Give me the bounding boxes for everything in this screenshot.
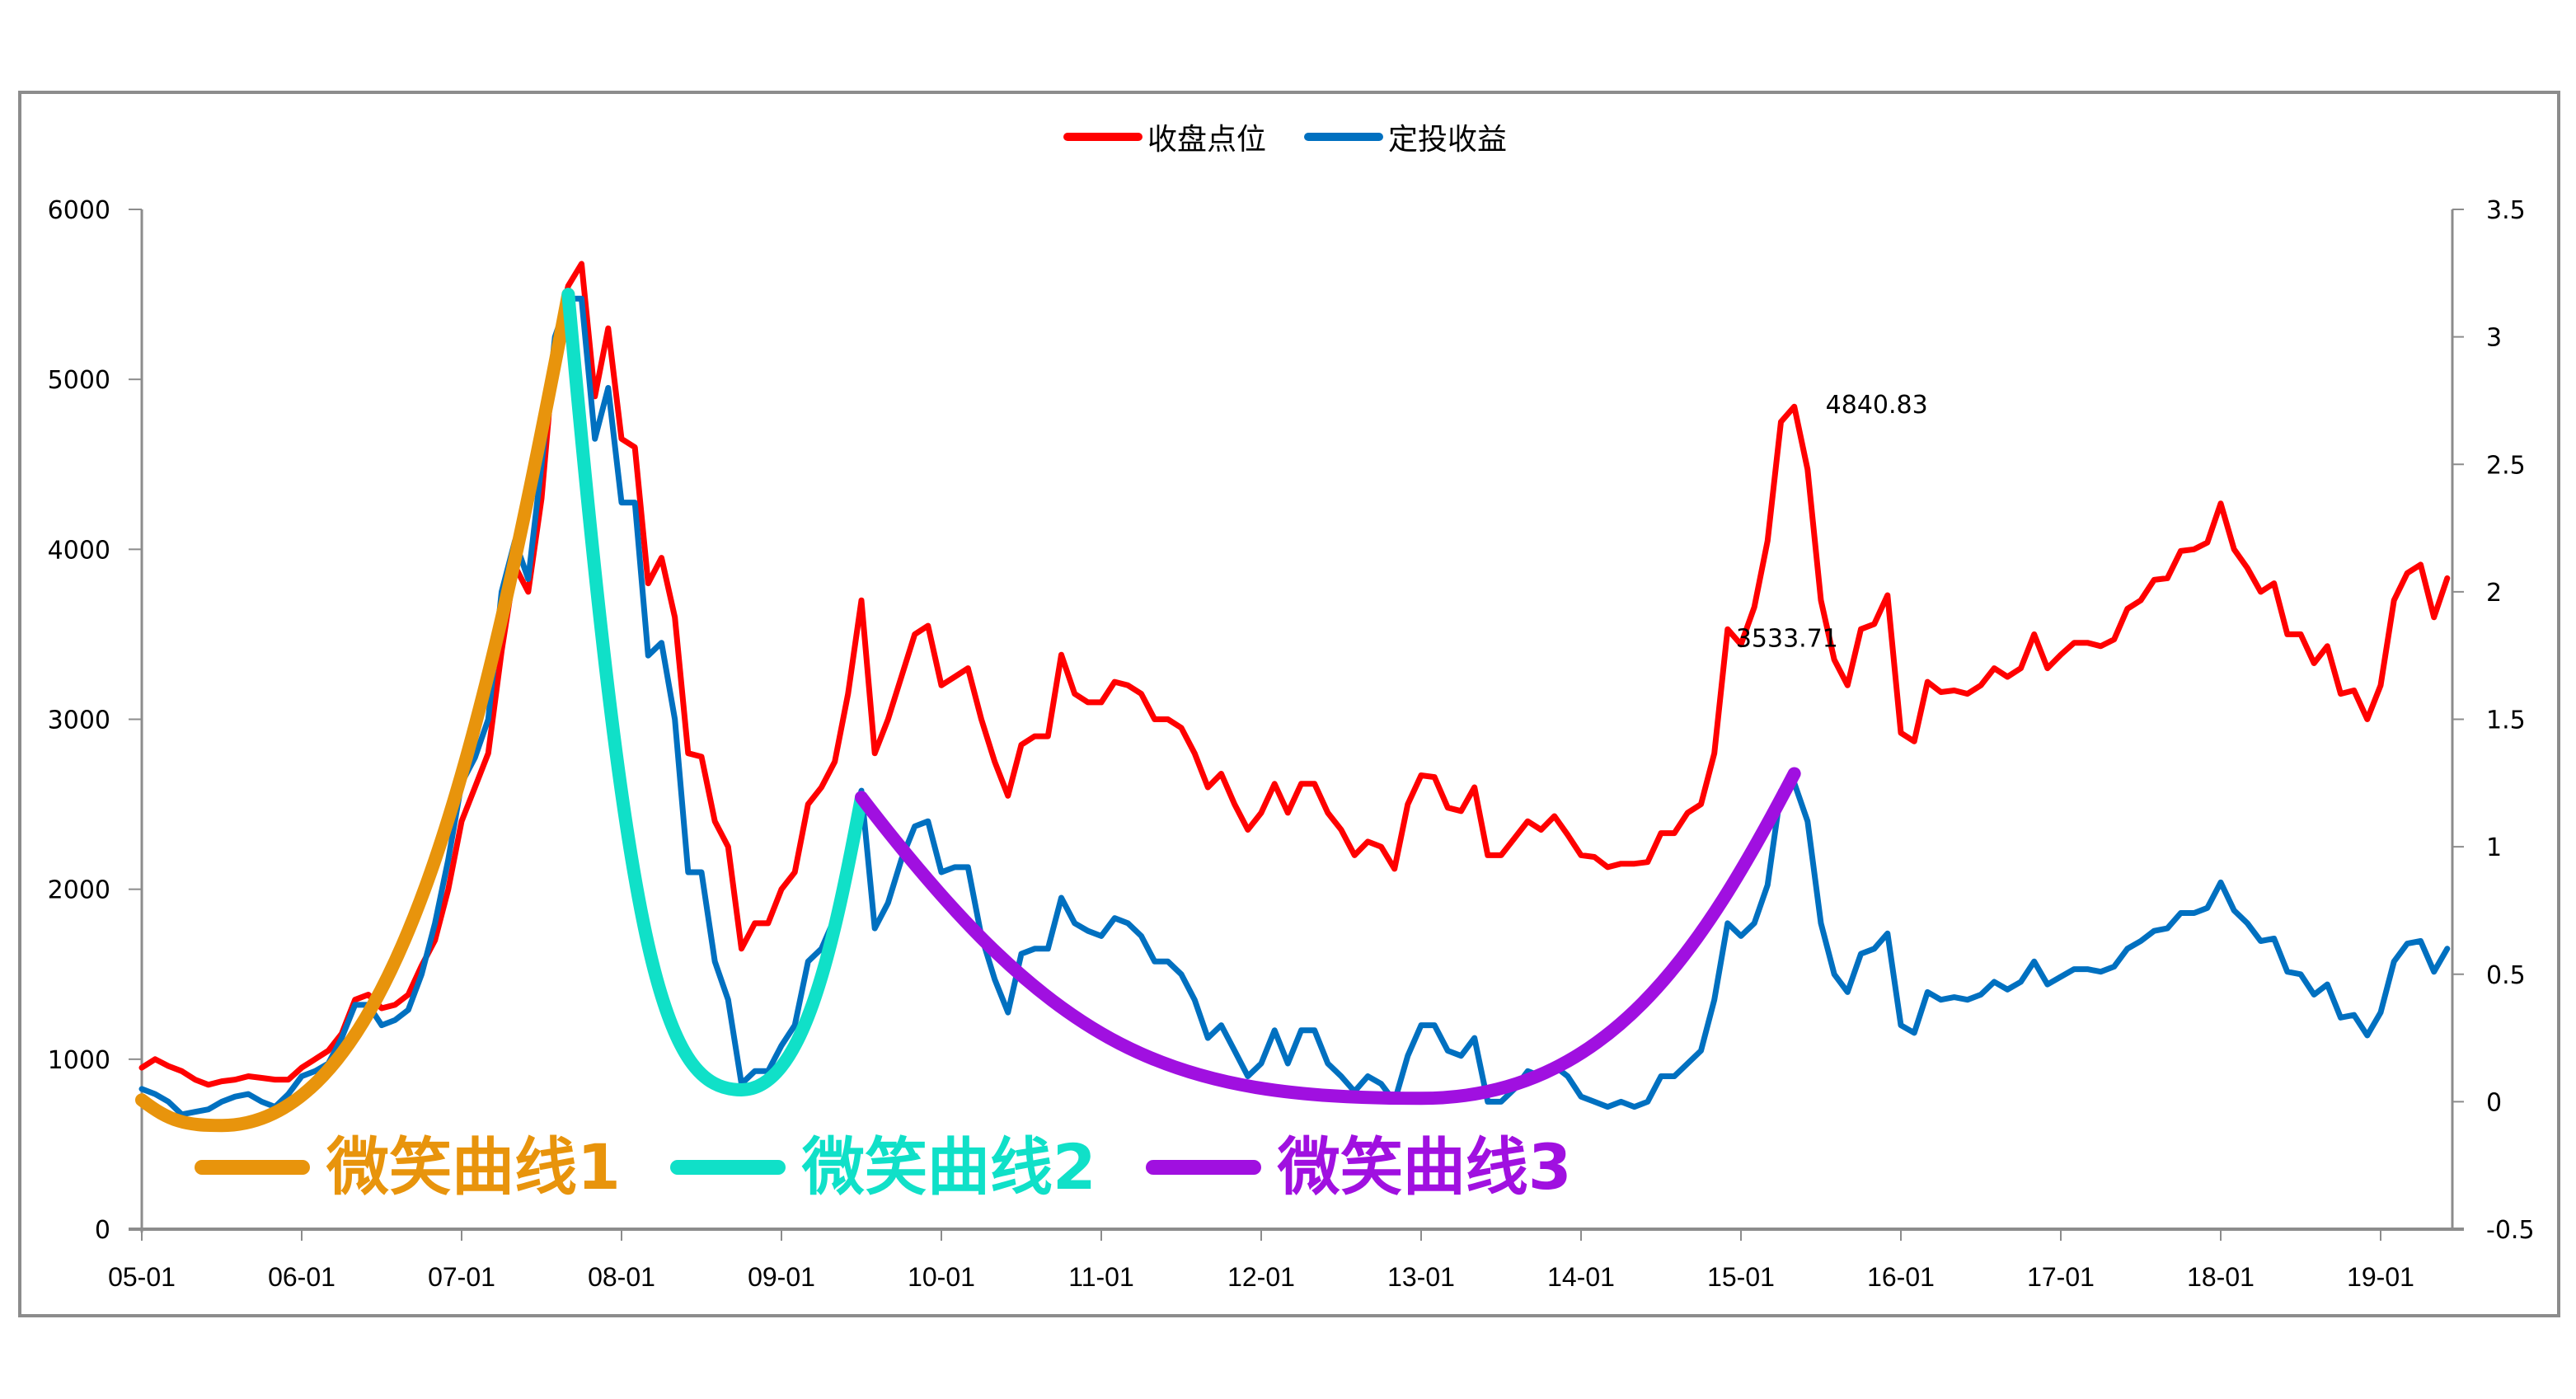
right-axis-tick-label: 1.5 <box>2486 707 2526 735</box>
chart-frame <box>18 91 2560 1317</box>
x-axis-tick-label: 09-01 <box>748 1262 815 1292</box>
smile-curve-2 <box>561 288 868 1096</box>
right-axis-tick-label: 0.5 <box>2486 961 2526 990</box>
x-axis-tick-label: 18-01 <box>2187 1262 2255 1292</box>
left-axis-tick-label: 0 <box>95 1216 110 1245</box>
left-axis-tick-label: 5000 <box>48 366 110 395</box>
x-axis-tick-label: 08-01 <box>588 1262 655 1292</box>
right-axis-tick-label: 0 <box>2486 1088 2502 1117</box>
legend-swatch-blue-line-icon <box>1304 133 1384 141</box>
teal-line-icon <box>669 1160 786 1175</box>
legend-item-return: 定投收益 <box>1304 115 1507 158</box>
smile-curve-3 <box>855 767 1801 1106</box>
smile-label-3: 微笑曲线3 <box>1277 1130 1572 1204</box>
axes: 0 1000 2000 3000 4000 5000 6000 -0.5 0 0.5 1 1.5 2 2.… <box>48 196 2535 1292</box>
left-axis-tick-label: 6000 <box>48 196 110 225</box>
smile-legend-item-1: 微笑曲线1 <box>195 1136 621 1199</box>
chart-legend: 收盘点位 定投收益 <box>1063 115 1507 158</box>
data-label-annotation: 4840.83 <box>1826 391 1928 420</box>
right-axis-tick-label: 3.5 <box>2486 196 2526 225</box>
smile-curve-legend: 微笑曲线1 微笑曲线2 微笑曲线3 <box>195 1136 1572 1199</box>
x-axis-tick-label: 10-01 <box>908 1262 975 1292</box>
legend-item-close: 收盘点位 <box>1063 115 1266 158</box>
x-axis-tick-label: 17-01 <box>2027 1262 2095 1292</box>
series-layer <box>138 261 2451 1118</box>
close-price-line <box>138 261 2451 1088</box>
orange-line-icon <box>195 1160 310 1175</box>
smile-curves-layer <box>135 288 1801 1133</box>
dca-return-line <box>138 295 2451 1118</box>
right-axis-tick-label: 3 <box>2486 324 2502 353</box>
purple-line-icon <box>1145 1160 1261 1175</box>
x-axis-tick-label: 16-01 <box>1867 1262 1935 1292</box>
x-axis-tick-label: 12-01 <box>1227 1262 1295 1292</box>
smile-legend-item-2: 微笑曲线2 <box>669 1130 1096 1204</box>
data-label-annotation: 3533.71 <box>1736 624 1838 653</box>
x-axis-tick-label: 19-01 <box>2347 1262 2414 1292</box>
x-axis-tick-label: 06-01 <box>268 1262 335 1292</box>
annotations-layer: 4840.83 3533.71 <box>1736 391 1928 653</box>
x-axis-tick-label: 15-01 <box>1707 1262 1775 1292</box>
legend-label-return: 定投收益 <box>1388 123 1508 157</box>
x-axis-tick-label: 07-01 <box>428 1262 495 1292</box>
x-axis-tick-label: 11-01 <box>1068 1262 1133 1292</box>
x-axis-tick-label: 05-01 <box>108 1262 176 1292</box>
right-axis-tick-label: 2 <box>2486 579 2502 608</box>
left-axis-tick-label: 4000 <box>48 536 110 565</box>
x-axis-tick-label: 14-01 <box>1547 1262 1615 1292</box>
smile-legend-item-3: 微笑曲线3 <box>1145 1130 1572 1204</box>
smile-label-2: 微笑曲线2 <box>801 1130 1096 1204</box>
left-axis-tick-label: 2000 <box>48 876 110 905</box>
smile-curve-1 <box>135 288 575 1133</box>
smile-label-1: 微笑曲线1 <box>326 1130 621 1204</box>
legend-label-close: 收盘点位 <box>1147 123 1267 157</box>
left-axis-tick-label: 3000 <box>48 707 110 735</box>
right-axis-tick-label: 1 <box>2486 833 2502 862</box>
right-axis-tick-label: 2.5 <box>2486 451 2526 480</box>
legend-swatch-red-line-icon <box>1063 133 1143 141</box>
left-axis-tick-label: 1000 <box>48 1046 110 1075</box>
x-axis-tick-label: 13-01 <box>1387 1262 1455 1292</box>
right-axis-tick-label: -0.5 <box>2486 1216 2535 1245</box>
